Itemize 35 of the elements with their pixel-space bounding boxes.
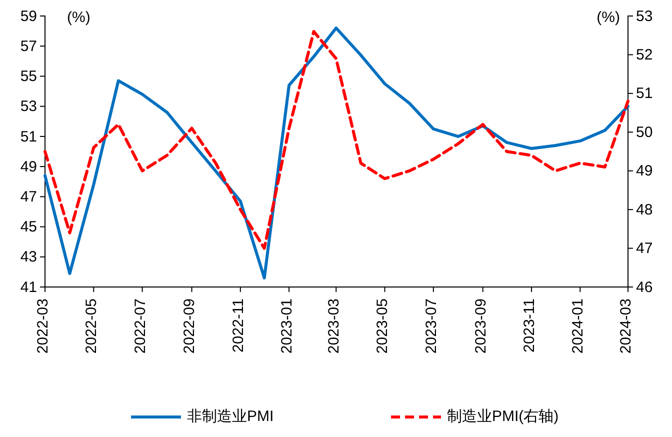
y-tick-label: 43 xyxy=(20,248,37,266)
y2-tick-label: 51 xyxy=(636,85,653,102)
y2-axis-title: (%) xyxy=(596,9,620,26)
y2-tick-label: 49 xyxy=(636,162,653,180)
x-tick-label: 2022-07 xyxy=(132,298,149,354)
x-tick-label: 2022-09 xyxy=(181,298,198,354)
x-tick-label: 2024-03 xyxy=(617,298,634,354)
y-tick-label: 51 xyxy=(20,128,37,146)
y-tick-label: 47 xyxy=(20,188,37,206)
x-tick-label: 2023-01 xyxy=(278,298,296,354)
y2-tick-label: 53 xyxy=(636,8,653,25)
x-tick-label: 2022-05 xyxy=(83,298,100,354)
y2-tick-label: 47 xyxy=(636,240,653,258)
x-tick-label: 2023-03 xyxy=(326,298,343,354)
y2-tick-label: 48 xyxy=(636,201,653,218)
legend-label: 非制造业PMI xyxy=(187,408,274,425)
y-tick-label: 53 xyxy=(20,98,37,116)
y-tick-label: 45 xyxy=(20,218,37,236)
x-tick-label: 2023-09 xyxy=(472,298,490,354)
x-tick-label: 2024-01 xyxy=(570,298,587,354)
y2-tick-label: 50 xyxy=(636,124,653,141)
y-tick-label: 41 xyxy=(20,278,37,296)
x-tick-label: 2023-07 xyxy=(422,298,440,354)
legend-label: 制造业PMI(右轴) xyxy=(447,408,559,425)
y-axis-title: (%) xyxy=(67,9,90,26)
x-tick-label: 2023-11 xyxy=(520,298,538,352)
y-tick-label: 59 xyxy=(20,8,37,25)
x-tick-label: 2022-11 xyxy=(230,298,247,352)
y-tick-label: 55 xyxy=(20,68,37,86)
y2-tick-label: 52 xyxy=(636,46,653,64)
y-tick-label: 49 xyxy=(20,158,37,176)
y2-tick-label: 46 xyxy=(636,278,653,296)
x-tick-label: 2023-05 xyxy=(374,298,392,354)
y-tick-label: 57 xyxy=(20,38,37,55)
x-tick-label: 2022-03 xyxy=(34,298,52,354)
